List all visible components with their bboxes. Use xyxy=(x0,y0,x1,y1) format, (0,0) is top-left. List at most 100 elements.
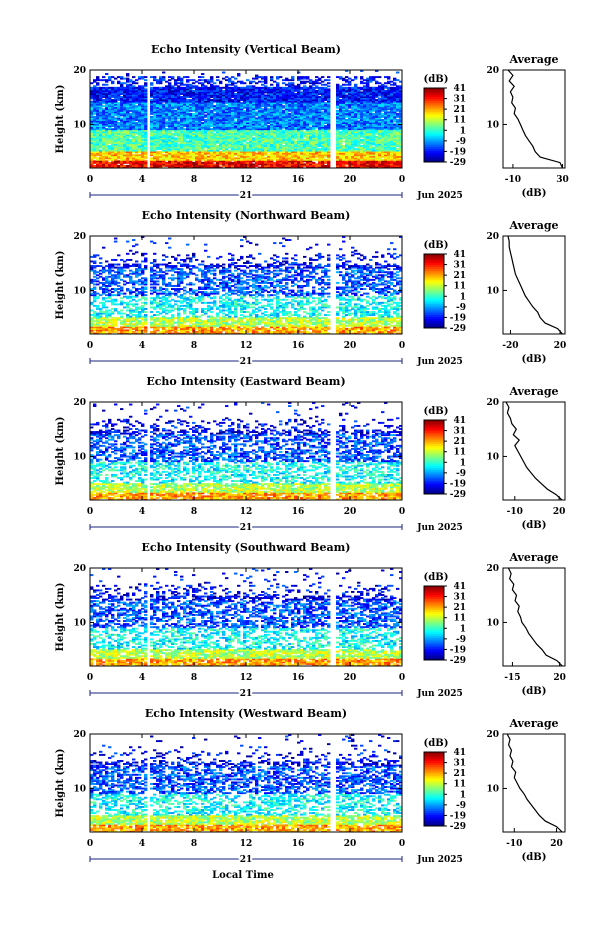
heatmap-cell xyxy=(165,152,169,155)
heatmap-cell xyxy=(123,135,127,138)
heatmap-cell xyxy=(120,135,124,138)
heatmap-cell xyxy=(234,138,238,141)
heatmap-cell xyxy=(114,157,118,160)
heatmap-cell xyxy=(99,134,103,137)
heatmap-cell xyxy=(201,145,205,147)
heatmap-cell xyxy=(216,137,220,140)
heatmap-cell xyxy=(384,131,388,134)
heatmap-cell xyxy=(393,166,397,169)
heatmap-cell xyxy=(258,152,262,155)
heatmap-cell xyxy=(153,132,157,135)
heatmap-cell xyxy=(141,143,145,146)
heatmap-cell xyxy=(258,157,262,160)
heatmap-cell xyxy=(210,155,214,158)
heatmap-cell xyxy=(114,129,118,132)
heatmap-cell xyxy=(258,135,262,138)
heatmap-cell xyxy=(231,129,235,132)
heatmap-cell xyxy=(375,128,379,131)
heatmap-cell xyxy=(309,164,313,167)
heatmap-cell xyxy=(189,164,193,167)
heatmap-cell xyxy=(192,129,196,132)
heatmap-cell xyxy=(291,126,295,129)
heatmap-cell xyxy=(189,160,193,163)
heatmap-cell xyxy=(195,158,199,161)
heatmap-cell xyxy=(297,134,301,137)
heatmap-cell xyxy=(144,135,148,138)
heatmap-cell xyxy=(291,128,295,131)
heatmap-cell xyxy=(279,132,283,135)
heatmap-cell xyxy=(225,164,229,167)
heatmap-cell xyxy=(399,164,403,167)
heatmap-cell xyxy=(201,143,205,146)
heatmap-cell xyxy=(318,151,322,154)
heatmap-cell xyxy=(183,157,187,160)
heatmap-cell xyxy=(183,151,187,154)
heatmap-cell xyxy=(111,164,115,167)
heatmap-cell xyxy=(198,157,202,160)
heatmap-cell xyxy=(399,128,403,131)
heatmap-cell xyxy=(291,154,295,157)
heatmap-cell xyxy=(132,158,136,161)
heatmap-cell xyxy=(204,152,208,155)
heatmap-cell xyxy=(189,148,193,151)
heatmap-cell xyxy=(378,163,382,166)
heatmap-cell xyxy=(291,164,295,167)
heatmap-cell xyxy=(357,157,361,160)
heatmap-cell xyxy=(285,138,289,141)
heatmap-cell xyxy=(201,151,205,154)
heatmap-cell xyxy=(105,166,109,169)
heatmap-cell xyxy=(171,158,175,161)
heatmap-cell xyxy=(381,129,385,132)
heatmap-cell xyxy=(201,128,205,131)
heatmap-cell xyxy=(258,143,262,146)
heatmap-cell xyxy=(336,109,340,112)
heatmap-cell xyxy=(114,161,118,164)
heatmap-cell xyxy=(150,160,154,163)
heatmap-cell xyxy=(102,129,106,132)
heatmap-cell xyxy=(264,149,268,152)
heatmap-cell xyxy=(291,141,295,144)
heatmap-cell xyxy=(318,140,322,143)
heatmap-cell xyxy=(270,132,274,135)
heatmap-cell xyxy=(360,155,364,158)
heatmap-cell xyxy=(102,141,106,144)
heatmap-cell xyxy=(183,160,187,163)
heatmap-cell xyxy=(282,131,286,134)
heatmap-cell xyxy=(195,155,199,158)
heatmap-cell xyxy=(387,166,391,169)
heatmap-cell xyxy=(222,89,226,92)
heatmap-cell xyxy=(303,126,307,129)
heatmap-cell xyxy=(360,129,364,132)
heatmap-cell xyxy=(90,134,94,137)
heatmap-cell xyxy=(270,143,274,146)
heatmap-cell xyxy=(375,163,379,166)
heatmap-cell xyxy=(339,161,343,164)
heatmap-cell xyxy=(171,138,175,141)
heatmap-cell xyxy=(159,157,163,160)
heatmap-cell xyxy=(309,143,313,146)
heatmap-cell xyxy=(117,137,121,140)
heatmap-cell xyxy=(237,148,241,151)
heatmap-cell xyxy=(294,155,298,158)
heatmap-cell xyxy=(267,143,271,146)
heatmap-cell xyxy=(267,135,271,138)
heatmap-cell xyxy=(186,143,190,146)
heatmap-cell xyxy=(93,146,97,149)
heatmap-cell xyxy=(195,140,199,143)
heatmap-cell xyxy=(105,141,109,144)
heatmap-cell xyxy=(399,131,403,134)
heatmap-cell xyxy=(261,141,265,144)
heatmap-cell xyxy=(354,163,358,166)
heatmap-cell xyxy=(306,149,310,152)
heatmap-cell xyxy=(261,146,265,149)
heatmap-cell xyxy=(267,161,271,164)
heatmap-cell xyxy=(192,146,196,149)
heatmap-cell xyxy=(210,151,214,154)
heatmap-cell xyxy=(192,132,196,135)
heatmap-cell xyxy=(228,129,232,132)
heatmap-cell xyxy=(381,145,385,147)
heatmap-cell xyxy=(351,143,355,146)
heatmap-cell xyxy=(378,141,382,144)
heatmap-cell xyxy=(375,143,379,146)
heatmap-cell xyxy=(396,157,400,160)
